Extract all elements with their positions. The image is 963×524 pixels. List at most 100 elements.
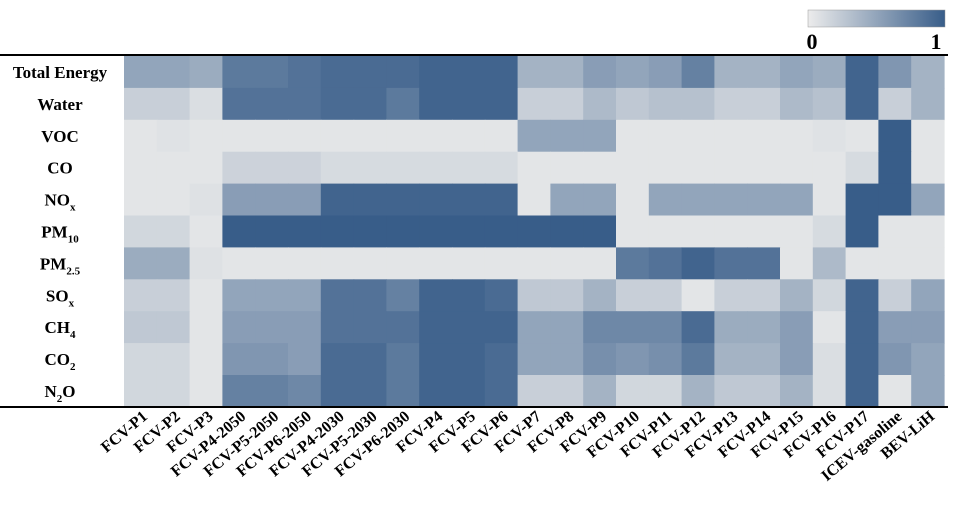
heatmap-cell-r8-c3 [222, 311, 256, 344]
heatmap-cell-r7-c9 [419, 279, 453, 312]
heatmap-cell-r8-c12 [517, 311, 551, 344]
heatmap-cell-r0-c9 [419, 56, 453, 89]
heatmap-cell-r10-c2 [189, 375, 223, 408]
heatmap-cell-r4-c9 [419, 183, 453, 217]
heatmap-cell-r7-c18 [714, 279, 748, 312]
heatmap-cell-r7-c3 [222, 279, 256, 312]
heatmap-cell-r2-c0 [124, 119, 158, 153]
heatmap-cell-r9-c15 [616, 343, 650, 376]
heatmap-cell-r1-c16 [648, 87, 683, 121]
colorbar: 0 1 [807, 9, 946, 54]
heatmap-cell-r8-c20 [780, 311, 814, 344]
heatmap-cell-r2-c20 [780, 119, 814, 153]
heatmap-cell-r0-c0 [124, 56, 158, 89]
heatmap-cell-r10-c18 [714, 375, 748, 408]
heatmap-cell-r3-c24 [911, 151, 945, 185]
heatmap-cell-r10-c14 [583, 375, 617, 408]
heatmap-cell-r4-c23 [878, 183, 912, 217]
heatmap-cell-r5-c19 [747, 215, 781, 248]
heatmap-cell-r0-c22 [845, 56, 879, 89]
heatmap-cell-r7-c1 [156, 279, 191, 312]
heatmap-cell-r5-c18 [714, 215, 748, 248]
heatmap-cell-r6-c22 [845, 247, 879, 280]
heatmap-cell-r1-c0 [124, 87, 158, 121]
heatmap-cell-r5-c7 [353, 215, 387, 248]
heatmap-cell-r2-c9 [419, 119, 453, 153]
heatmap-cell-r5-c5 [288, 215, 322, 248]
heatmap-cell-r1-c5 [288, 87, 322, 121]
heatmap-cell-r5-c3 [222, 215, 256, 248]
heatmap-cell-r7-c2 [189, 279, 223, 312]
heatmap-cell-r1-c3 [222, 87, 256, 121]
heatmap-cell-r6-c14 [583, 247, 617, 280]
heatmap-cell-r8-c23 [878, 311, 912, 344]
heatmap-cell-r6-c19 [747, 247, 781, 280]
heatmap-cell-r10-c23 [878, 375, 912, 408]
heatmap-cell-r5-c6 [320, 215, 355, 248]
heatmap-cell-r6-c3 [222, 247, 256, 280]
heatmap-cell-r4-c5 [288, 183, 322, 217]
heatmap-cell-r8-c11 [484, 311, 519, 344]
heatmap-cell-r10-c21 [812, 375, 847, 408]
heatmap-cell-r6-c12 [517, 247, 551, 280]
heatmap-cell-r3-c13 [550, 151, 584, 185]
heatmap-cell-r9-c20 [780, 343, 814, 376]
heatmap-cell-r2-c1 [156, 119, 191, 153]
row-labels: Total Energy Water VOC CO NOx PM10 PM2.5 SOx CH4… [13, 63, 108, 405]
heatmap-cell-r7-c7 [353, 279, 387, 312]
heatmap-cell-r0-c5 [288, 56, 322, 89]
heatmap-cell-r0-c10 [452, 56, 486, 89]
heatmap-cell-r5-c4 [255, 215, 289, 248]
heatmap-cell-r5-c17 [681, 215, 715, 248]
heatmap-cell-r9-c5 [288, 343, 322, 376]
heatmap-cell-r10-c5 [288, 375, 322, 408]
heatmap-cell-r8-c7 [353, 311, 387, 344]
heatmap-cell-r2-c6 [320, 119, 355, 153]
heatmap-cell-r6-c24 [911, 247, 945, 280]
heatmap-cell-r9-c2 [189, 343, 223, 376]
heatmap-cell-r3-c15 [616, 151, 650, 185]
heatmap-cell-r4-c7 [353, 183, 387, 217]
heatmap-cell-r10-c24 [911, 375, 945, 408]
heatmap-cell-r3-c7 [353, 151, 387, 185]
heatmap-cell-r0-c3 [222, 56, 256, 89]
heatmap-cell-r6-c23 [878, 247, 912, 280]
heatmap-cell-r1-c22 [845, 87, 879, 121]
heatmap-cell-r0-c7 [353, 56, 387, 89]
heatmap-cell-r7-c24 [911, 279, 945, 312]
heatmap-cell-r8-c13 [550, 311, 584, 344]
heatmap-cell-r7-c17 [681, 279, 715, 312]
heatmap-cell-r3-c10 [452, 151, 486, 185]
heatmap-cell-r10-c20 [780, 375, 814, 408]
heatmap-cell-r9-c19 [747, 343, 781, 376]
heatmap-cell-r4-c19 [747, 183, 781, 217]
heatmap-cell-r4-c3 [222, 183, 256, 217]
heatmap-cell-r9-c24 [911, 343, 945, 376]
row-label: NOx [45, 191, 77, 214]
heatmap-cell-r8-c1 [156, 311, 191, 344]
heatmap-cell-r1-c1 [156, 87, 191, 121]
heatmap-cell-r3-c23 [878, 151, 912, 185]
heatmap-cell-r2-c11 [484, 119, 519, 153]
heatmap-cell-r9-c12 [517, 343, 551, 376]
heatmap-cell-r10-c22 [845, 375, 879, 408]
heatmap-cell-r2-c2 [189, 119, 223, 153]
heatmap-cell-r3-c20 [780, 151, 814, 185]
heatmap-cell-r2-c23 [878, 119, 912, 153]
heatmap-cell-r3-c21 [812, 151, 847, 185]
heatmap-cell-r8-c22 [845, 311, 879, 344]
heatmap-cell-r9-c4 [255, 343, 289, 376]
heatmap-cell-r6-c10 [452, 247, 486, 280]
heatmap-cell-r0-c24 [911, 56, 945, 89]
heatmap-cell-r6-c11 [484, 247, 519, 280]
heatmap-cell-r1-c4 [255, 87, 289, 121]
heatmap-cell-r0-c17 [681, 56, 715, 89]
heatmap-cell-r8-c5 [288, 311, 322, 344]
row-label: CO2 [45, 350, 77, 373]
heatmap-cell-r10-c16 [648, 375, 683, 408]
heatmap-cell-r4-c22 [845, 183, 879, 217]
heatmap-cell-r5-c2 [189, 215, 223, 248]
heatmap-cell-r3-c1 [156, 151, 191, 185]
heatmap-cell-r3-c16 [648, 151, 683, 185]
